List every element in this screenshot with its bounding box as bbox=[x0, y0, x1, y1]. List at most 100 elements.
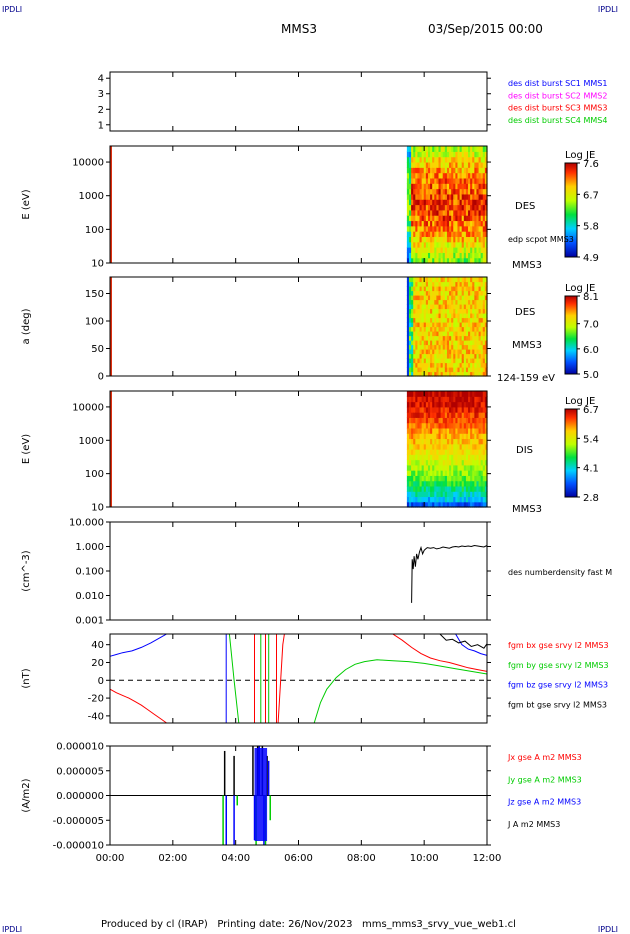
heatmap-cell bbox=[415, 290, 419, 296]
heatmap-cell bbox=[474, 349, 478, 355]
heatmap-cell bbox=[480, 501, 484, 508]
heatmap-cell bbox=[457, 188, 461, 195]
heatmap-cell bbox=[417, 401, 421, 408]
heatmap-cell bbox=[461, 362, 465, 368]
heatmap-cell bbox=[406, 252, 410, 259]
heatmap-cell bbox=[463, 449, 467, 455]
heatmap-cell bbox=[436, 177, 440, 184]
heatmap-cell bbox=[425, 204, 429, 211]
heatmap-cell bbox=[440, 396, 444, 403]
heatmap-cell bbox=[472, 156, 475, 163]
heatmap-cell bbox=[442, 401, 446, 408]
heatmap-cell bbox=[432, 459, 435, 466]
heatmap-cell bbox=[442, 183, 446, 190]
heatmap-cell bbox=[438, 146, 442, 152]
heatmap-cell bbox=[478, 331, 482, 337]
heatmap-cell bbox=[432, 362, 435, 368]
heatmap-cell bbox=[436, 496, 440, 503]
heatmap-cell bbox=[419, 177, 423, 184]
heatmap-cell bbox=[423, 308, 427, 314]
heatmap-cell bbox=[421, 172, 425, 179]
heatmap-cell bbox=[423, 299, 427, 305]
heatmap-cell bbox=[417, 417, 421, 424]
heatmap-cell bbox=[423, 188, 427, 195]
heatmap-cell bbox=[453, 427, 456, 434]
heatmap-cell bbox=[421, 304, 425, 310]
heatmap-cell bbox=[478, 193, 482, 200]
heatmap-cell bbox=[470, 371, 473, 377]
heatmap-cell bbox=[472, 464, 475, 471]
heatmap-cell bbox=[406, 313, 410, 319]
heatmap-cell bbox=[484, 252, 488, 259]
heatmap-cell bbox=[430, 485, 433, 492]
heatmap-cell bbox=[406, 308, 410, 314]
heatmap-cell bbox=[457, 438, 461, 445]
heatmap-cell bbox=[430, 231, 433, 238]
heatmap-cell bbox=[413, 299, 416, 305]
heatmap-cell bbox=[427, 438, 431, 445]
heatmap-cell bbox=[455, 501, 459, 508]
heatmap-cell bbox=[465, 257, 469, 264]
heatmap-cell bbox=[444, 443, 448, 450]
heatmap-cell bbox=[459, 358, 463, 364]
heatmap-cell bbox=[421, 290, 425, 296]
heatmap-cell bbox=[461, 231, 465, 238]
heatmap-cell bbox=[415, 326, 419, 332]
heatmap-cell bbox=[413, 277, 416, 283]
heatmap-cell bbox=[478, 412, 482, 418]
heatmap-cell bbox=[457, 313, 461, 319]
heatmap-cell bbox=[482, 257, 486, 264]
heatmap-cell bbox=[472, 252, 475, 259]
heatmap-cell bbox=[442, 277, 446, 283]
heatmap-cell bbox=[484, 225, 488, 232]
heatmap-cell bbox=[432, 204, 435, 211]
heatmap-cell bbox=[406, 199, 410, 206]
heatmap-cell bbox=[484, 358, 488, 364]
heatmap-cell bbox=[484, 326, 488, 332]
heatmap-cell bbox=[480, 161, 484, 168]
heatmap-cell bbox=[451, 225, 454, 232]
y-tick-label: 100 bbox=[85, 469, 104, 480]
heatmap-cell bbox=[449, 449, 452, 455]
heatmap-cell bbox=[472, 225, 475, 232]
heatmap-cell bbox=[465, 177, 469, 184]
heatmap-cell bbox=[463, 286, 467, 292]
heatmap-cell bbox=[476, 220, 480, 227]
heatmap-cell bbox=[413, 204, 416, 211]
heatmap-cell bbox=[444, 470, 448, 476]
heatmap-cell bbox=[472, 167, 475, 174]
heatmap-cell bbox=[472, 308, 475, 314]
heatmap-cell bbox=[474, 167, 478, 174]
heatmap-cell bbox=[482, 252, 486, 259]
heatmap-cell bbox=[417, 252, 421, 259]
heatmap-cell bbox=[463, 236, 467, 243]
heatmap-cell bbox=[419, 236, 423, 243]
heatmap-cell bbox=[440, 317, 444, 323]
heatmap-cell bbox=[463, 241, 467, 248]
heatmap-cell bbox=[434, 367, 437, 373]
heatmap-cell bbox=[455, 156, 459, 163]
heatmap-cell bbox=[432, 475, 435, 482]
heatmap-cell bbox=[470, 257, 473, 264]
heatmap-cell bbox=[457, 252, 461, 259]
heatmap-cell bbox=[438, 183, 442, 190]
heatmap-cell bbox=[409, 286, 412, 292]
heatmap-cell bbox=[444, 438, 448, 445]
heatmap-cell bbox=[474, 177, 478, 184]
heatmap-cell bbox=[430, 353, 433, 359]
heatmap-cell bbox=[417, 156, 421, 163]
heatmap-cell bbox=[461, 308, 465, 314]
heatmap-cell bbox=[476, 412, 480, 418]
heatmap-cell bbox=[432, 308, 435, 314]
heatmap-cell bbox=[459, 485, 463, 492]
heatmap-cell bbox=[459, 417, 463, 424]
field-series-line bbox=[439, 633, 488, 649]
heatmap-cell bbox=[421, 151, 425, 158]
heatmap-cell bbox=[430, 295, 433, 301]
heatmap-cell bbox=[409, 485, 412, 492]
heatmap-cell bbox=[430, 459, 433, 466]
heatmap-cell bbox=[421, 277, 425, 283]
heatmap-cell bbox=[468, 362, 471, 368]
heatmap-cell bbox=[415, 281, 419, 287]
heatmap-cell bbox=[465, 412, 469, 418]
